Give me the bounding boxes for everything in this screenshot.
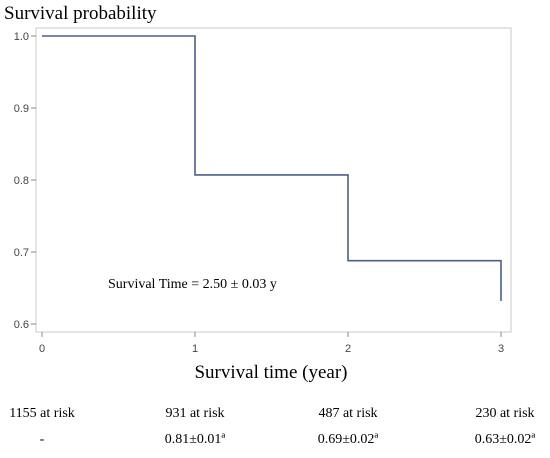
x-axis-label: Survival time (year) — [194, 362, 347, 383]
survival-time-annotation: Survival Time = 2.50 ± 0.03 y — [108, 277, 277, 292]
at-risk-count: 487 at risk — [318, 406, 377, 421]
at-risk-count: 1155 at risk — [9, 406, 75, 421]
y-axis: 0.6 0.7 0.8 0.9 1.0 — [14, 31, 36, 331]
x-tick-label: 1 — [192, 343, 198, 355]
y-tick-label: 0.8 — [14, 175, 29, 187]
survival-rate: 0.63±0.02ª — [475, 432, 536, 447]
survival-rate: - — [40, 432, 45, 447]
risk-table: 1155 at risk 931 at risk 487 at risk 230 at… — [9, 406, 535, 447]
x-tick-label: 2 — [345, 343, 351, 355]
series-group — [42, 35, 502, 301]
survival-step-line — [42, 35, 502, 301]
y-tick-label: 0.9 — [14, 103, 29, 115]
y-tick-label: 1.0 — [14, 31, 29, 43]
y-tick-label: 0.7 — [14, 247, 29, 259]
at-risk-count: 931 at risk — [165, 406, 224, 421]
y-tick-label: 0.6 — [14, 319, 29, 331]
y-axis-label: Survival probability — [4, 3, 157, 24]
x-axis: 0 1 2 3 — [39, 332, 504, 355]
x-tick-label: 0 — [39, 343, 45, 355]
survival-rate: 0.81±0.01ª — [165, 432, 226, 447]
x-tick-label: 3 — [498, 343, 504, 355]
survival-rate: 0.69±0.02ª — [318, 432, 379, 447]
at-risk-count: 230 at risk — [475, 406, 534, 421]
